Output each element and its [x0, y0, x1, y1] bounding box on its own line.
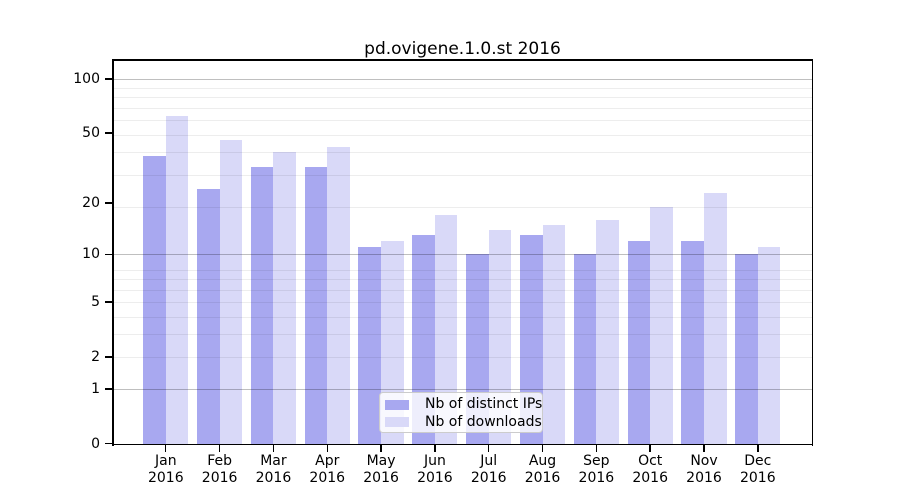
grid-line-minor — [113, 97, 812, 99]
x-tick — [272, 445, 275, 452]
bar-downloads — [165, 116, 189, 446]
grid-line-major — [113, 254, 812, 256]
x-tick — [595, 445, 598, 452]
legend-swatch-downloads — [385, 417, 409, 428]
grid-line-minor — [113, 108, 812, 110]
axis-spine-left — [112, 59, 114, 446]
x-tick — [488, 445, 490, 452]
x-tick — [218, 445, 221, 452]
y-tick — [105, 132, 112, 134]
x-tick-label: Feb 2016 — [201, 453, 238, 486]
grid-line-major — [113, 388, 812, 391]
legend: Nb of distinct IPs Nb of downloads — [379, 392, 543, 433]
bar-downloads — [327, 146, 350, 446]
axis-spine-bottom — [112, 443, 813, 446]
bar-downloads — [434, 215, 458, 446]
x-tick-label: Mar 2016 — [255, 453, 292, 486]
grid-line-minor — [113, 134, 812, 136]
grid-line-minor — [113, 290, 812, 292]
x-tick — [434, 445, 436, 452]
bar-downloads — [273, 152, 297, 446]
grid-line-minor — [113, 279, 812, 281]
x-tick — [165, 445, 167, 452]
bar-downloads — [650, 207, 673, 446]
y-tick — [105, 78, 112, 80]
bar-downloads — [704, 192, 727, 446]
bar-distinct-ips — [143, 156, 166, 446]
y-tick-label: 1 — [91, 381, 100, 398]
x-tick — [541, 445, 544, 452]
y-tick — [105, 253, 112, 255]
y-tick-label: 5 — [91, 294, 100, 311]
y-tick — [105, 388, 112, 390]
x-tick-label: Apr 2016 — [309, 453, 346, 486]
x-tick-label: Jul 2016 — [470, 453, 507, 486]
y-tick-label: 0 — [91, 435, 100, 452]
x-tick-label: Sep 2016 — [578, 453, 615, 486]
x-tick-label: Dec 2016 — [739, 453, 776, 486]
y-tick — [105, 443, 112, 445]
y-tick-label: 50 — [82, 125, 100, 142]
y-tick — [105, 301, 112, 303]
y-tick — [105, 356, 112, 358]
bar-downloads — [542, 224, 566, 446]
bar-downloads — [757, 247, 781, 446]
legend-label-distinct-ips: Nb of distinct IPs — [425, 396, 543, 413]
legend-item-downloads: Nb of downloads — [385, 414, 542, 432]
grid-line-minor — [113, 152, 812, 154]
x-tick — [757, 445, 759, 452]
grid-line-minor — [113, 334, 812, 336]
x-tick — [326, 445, 328, 452]
x-tick-label: Oct 2016 — [632, 453, 668, 486]
x-tick — [380, 445, 382, 452]
y-tick-label: 10 — [82, 246, 100, 263]
x-tick — [649, 445, 651, 452]
y-tick-label: 2 — [91, 348, 100, 365]
bar-distinct-ips — [197, 189, 220, 446]
bar-distinct-ips — [573, 254, 597, 446]
axis-spine-right — [811, 59, 813, 446]
x-tick-label: Jun 2016 — [417, 453, 453, 486]
chart-title: pd.ovigene.1.0.st 2016 — [364, 39, 561, 59]
legend-swatch-distinct-ips — [385, 399, 409, 410]
legend-label-downloads: Nb of downloads — [425, 413, 542, 430]
bar-distinct-ips — [304, 167, 328, 446]
grid-line-minor — [113, 356, 812, 358]
grid-line-minor — [113, 175, 812, 176]
grid-line-minor — [113, 270, 812, 272]
x-tick-label: May 2016 — [363, 453, 399, 486]
bar-downloads — [596, 219, 619, 446]
y-tick-label: 100 — [73, 71, 100, 88]
bar-distinct-ips — [627, 241, 651, 446]
grid-line-minor — [113, 302, 812, 304]
grid-line-minor — [113, 207, 812, 209]
legend-item-distinct-ips: Nb of distinct IPs — [385, 396, 542, 414]
x-tick-label: Aug 2016 — [524, 453, 561, 486]
x-tick-label: Nov 2016 — [686, 453, 722, 486]
y-tick — [105, 202, 112, 204]
grid-line-minor — [113, 88, 812, 90]
bar-distinct-ips — [250, 167, 274, 446]
x-tick — [703, 445, 705, 452]
axis-spine-top — [112, 59, 813, 61]
bar-distinct-ips — [358, 247, 382, 446]
y-tick-label: 20 — [82, 195, 100, 212]
bar-distinct-ips — [735, 254, 758, 446]
grid-line-minor — [113, 316, 812, 318]
bar-downloads — [219, 139, 243, 446]
bar-downloads — [488, 229, 512, 446]
x-tick-label: Jan 2016 — [147, 453, 184, 486]
grid-line-minor — [113, 120, 812, 122]
grid-line-major — [113, 78, 812, 81]
bar-distinct-ips — [681, 241, 704, 446]
